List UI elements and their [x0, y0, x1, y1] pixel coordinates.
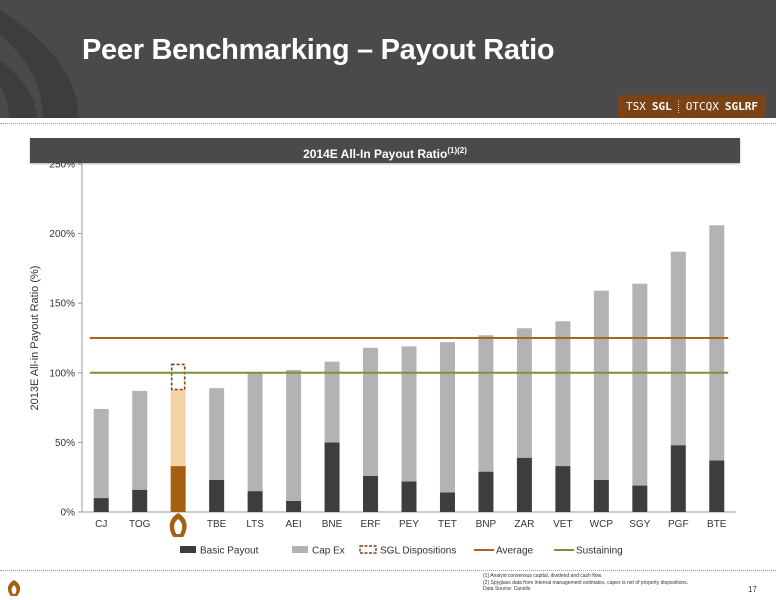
ticker-divider [677, 100, 680, 113]
x-tick-label: TOG [129, 519, 151, 530]
bar-cap-ex-erf [363, 347, 379, 476]
chart-title-text: 2014E All-In Payout Ratio [303, 147, 448, 161]
x-tick-label: SGY [629, 519, 650, 530]
bar-cap-ex-tog [132, 390, 148, 490]
x-tick-label-sgl-logo [169, 513, 187, 537]
x-tick-label: CJ [95, 519, 107, 530]
chart-title: 2014E All-In Payout Ratio(1)(2) [30, 138, 740, 163]
exchange-otcqx: OTCQX [685, 100, 719, 113]
ticker-badge: TSX SGL OTCQX SGLRF [618, 95, 766, 118]
x-tick-label: ERF [361, 519, 381, 530]
bar-basic-payout-zar [516, 457, 532, 512]
x-tick-label: BNE [322, 519, 343, 530]
x-tick-label: WCP [590, 519, 614, 530]
y-axis-label: 2013E All-in Payout Ratio (%) [29, 266, 41, 411]
bar-basic-payout-lts [247, 491, 263, 512]
bar-cap-ex-bnp [478, 335, 494, 472]
bar-cap-ex-wcp [593, 290, 609, 480]
header-divider [0, 123, 776, 124]
chart-title-superscript: (1)(2) [447, 146, 467, 155]
legend-label-sustaining: Sustaining [576, 546, 623, 557]
x-tick-label: ZAR [514, 519, 534, 530]
page-number: 17 [748, 585, 757, 594]
bar-cap-ex-sgl [170, 389, 186, 467]
bar-basic-payout-sgl [170, 466, 186, 512]
bar-basic-payout-pey [401, 481, 417, 512]
bar-cap-ex-tet [439, 342, 455, 493]
footer-logo-icon [7, 580, 21, 596]
x-tick-label: TBE [207, 519, 227, 530]
bar-cap-ex-sgy [632, 283, 648, 486]
bar-basic-payout-bne [324, 442, 340, 512]
bar-cap-ex-tbe [209, 388, 225, 480]
bar-basic-payout-bnp [478, 471, 494, 512]
footnote-1: (1) Analyst consensus capital, dividend … [483, 573, 603, 579]
bar-cap-ex-bne [324, 361, 340, 443]
footnotes: (1) Analyst consensus capital, dividend … [483, 573, 688, 593]
footnote-2: (2) Spyglass data from internal manageme… [483, 579, 689, 586]
bar-cap-ex-zar [516, 328, 532, 458]
y-tick-label: 0% [61, 508, 76, 519]
ticker-sgl: SGL [651, 100, 672, 113]
y-tick-label: 50% [55, 438, 75, 449]
company-watermark-logo [0, 10, 79, 118]
bar-cap-ex-pey [401, 346, 417, 482]
legend-swatch-cap-ex [292, 546, 308, 553]
bar-cap-ex-lts [247, 372, 263, 492]
bar-cap-ex-cj [93, 408, 109, 499]
x-tick-label: BTE [707, 519, 727, 530]
bar-basic-payout-cj [93, 498, 109, 512]
x-tick-label: VET [553, 519, 572, 530]
legend-label-sgl-dispositions: SGL Dispositions [380, 546, 456, 557]
sgl-logo-inner [174, 519, 183, 534]
header-bar: Peer Benchmarking – Payout Ratio TSX SGL… [0, 0, 776, 118]
x-tick-label: TET [438, 519, 457, 530]
bar-basic-payout-wcp [593, 479, 609, 512]
exchange-tsx: TSX [626, 100, 646, 113]
legend-label-basic-payout: Basic Payout [200, 546, 259, 557]
footer-divider [0, 570, 776, 571]
y-tick-label: 100% [49, 368, 75, 379]
x-tick-label: PEY [399, 519, 419, 530]
x-tick-label: PGF [668, 519, 689, 530]
legend-swatch-basic-payout [180, 546, 196, 553]
y-tick-label: 250% [49, 160, 75, 171]
bar-cap-ex-bte [709, 225, 725, 461]
bar-cap-ex-vet [555, 321, 571, 467]
legend-label-cap-ex: Cap Ex [312, 546, 345, 557]
y-tick-label: 200% [49, 229, 75, 240]
legend-swatch-sgl-dispositions [359, 545, 377, 554]
bar-basic-payout-vet [555, 466, 571, 512]
bar-basic-payout-pgf [670, 445, 686, 512]
bar-sgl-dispositions [170, 363, 186, 391]
y-tick-label: 150% [49, 299, 75, 310]
bar-basic-payout-tog [132, 489, 148, 512]
legend-label-average: Average [496, 546, 534, 557]
bar-basic-payout-tbe [209, 479, 225, 512]
ticker-sglrf: SGLRF [724, 100, 758, 113]
x-tick-label: LTS [246, 519, 264, 530]
page-title: Peer Benchmarking – Payout Ratio [82, 34, 555, 66]
x-tick-label: AEI [286, 519, 302, 530]
x-tick-label: BNP [476, 519, 497, 530]
bar-cap-ex-pgf [670, 251, 686, 446]
bar-basic-payout-bte [709, 460, 725, 512]
data-source: Data Source: Canoils [483, 586, 531, 592]
bar-basic-payout-erf [363, 475, 379, 512]
bar-basic-payout-tet [439, 492, 455, 512]
bar-basic-payout-aei [286, 500, 302, 512]
bar-cap-ex-aei [286, 370, 302, 501]
bar-basic-payout-sgy [632, 485, 648, 512]
